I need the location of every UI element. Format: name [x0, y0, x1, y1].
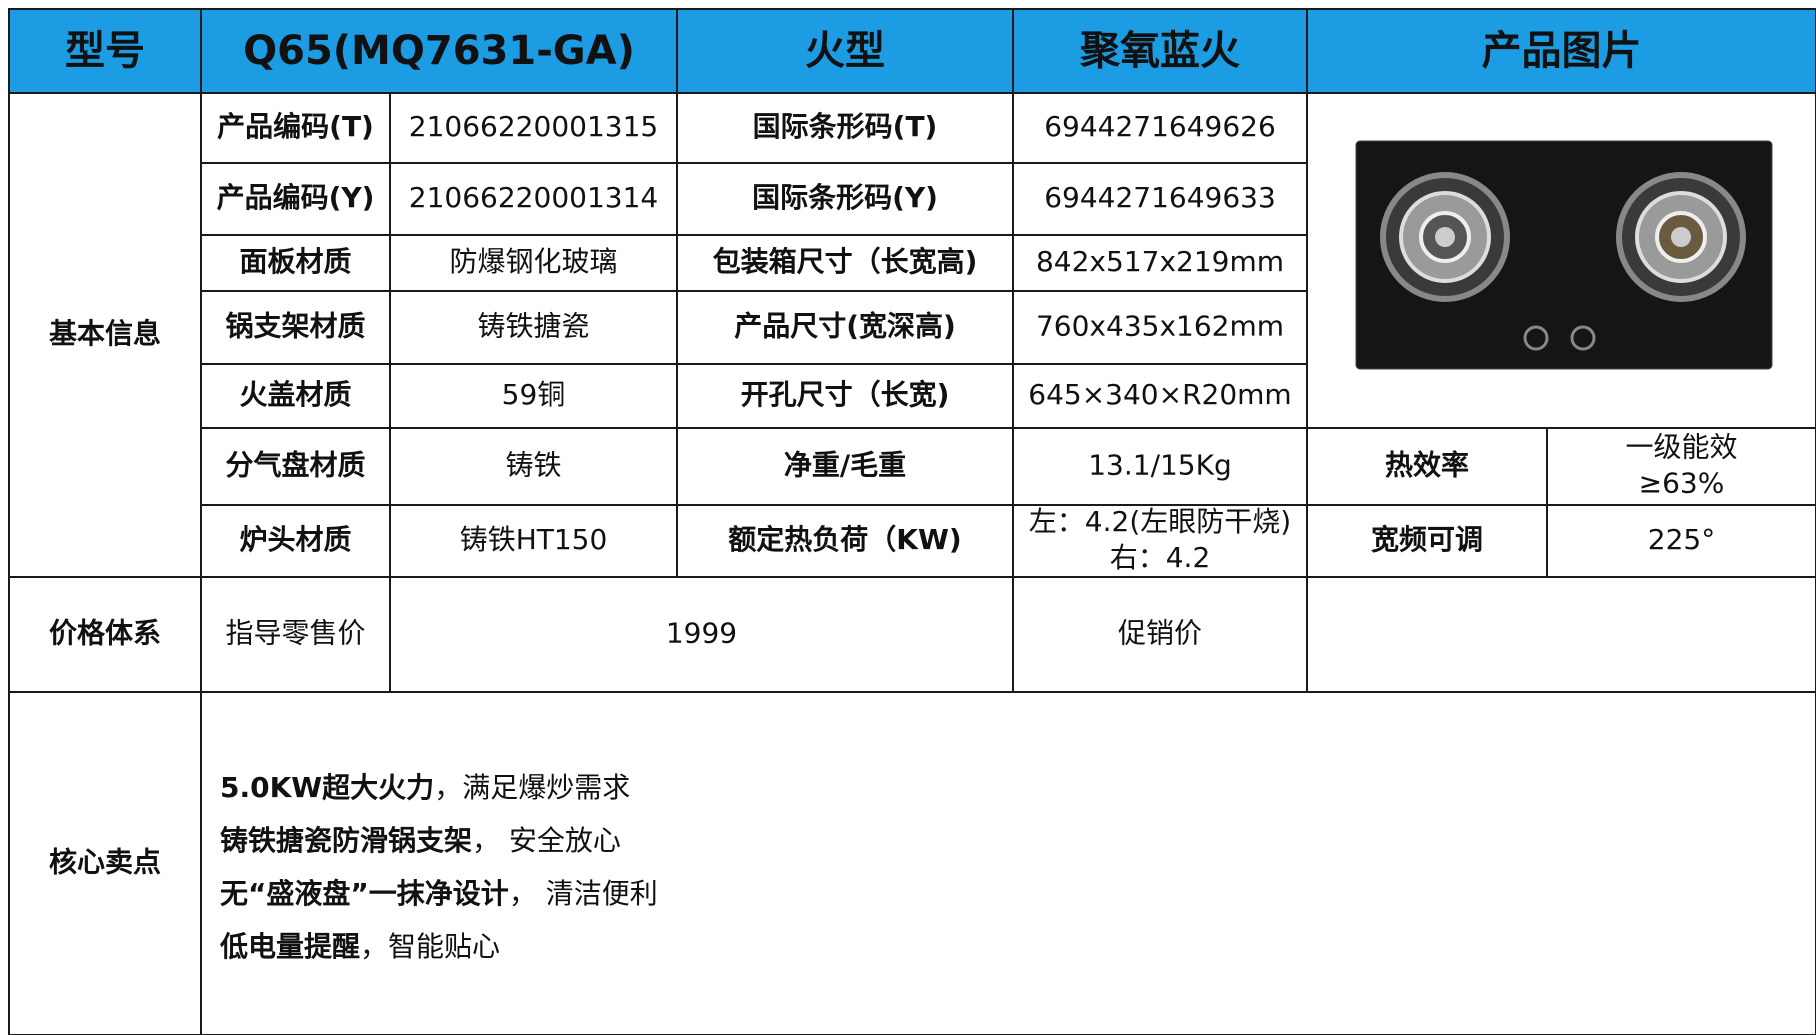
cell-text: 宽频可调 [1371, 523, 1483, 556]
cell-text: 1999 [666, 617, 737, 650]
table-cell [389, 290, 678, 365]
table-cell [200, 162, 391, 236]
table-cell [1546, 504, 1816, 578]
header-text: 火型 [805, 28, 885, 74]
selling-point: 5.0KW超大火力，满足爆炒需求 [220, 771, 630, 804]
cell-text: 13.1/15Kg [1088, 449, 1232, 482]
selling-point-text: ，满足爆炒需求 [434, 771, 630, 804]
table-cell [389, 427, 678, 506]
cell-text: 铸铁HT150 [460, 523, 608, 556]
cell-text: ≥63% [1639, 467, 1725, 500]
cell-text: 产品尺寸(宽深高) [734, 310, 956, 343]
cell-text: 225° [1648, 523, 1715, 556]
cell-text: 6944271649633 [1044, 181, 1276, 214]
table-cell [676, 8, 1014, 94]
selling-point-text: ， 安全放心 [472, 824, 621, 857]
cell-text: 产品编码(T) [217, 110, 374, 143]
table-cell [676, 162, 1014, 236]
table-cell [200, 92, 391, 164]
cell-text: 炉头材质 [239, 523, 351, 556]
cell-text: 国际条形码(Y) [752, 181, 938, 214]
cell-text: 842x517x219mm [1036, 245, 1284, 278]
table-cell [1012, 8, 1308, 94]
table-cell [200, 363, 391, 429]
table-cell [676, 363, 1014, 429]
table-cell [200, 8, 678, 94]
selling-point: 无“盛液盘”一抹净设计， 清洁便利 [220, 877, 658, 910]
cell-text: 6944271649626 [1044, 110, 1276, 143]
cell-text: 59铜 [502, 378, 566, 411]
table-cell [389, 162, 678, 236]
cell-text: 核心卖点 [49, 846, 161, 879]
header-text: Q65(MQ7631-GA) [243, 28, 635, 74]
table-cell [200, 427, 391, 506]
table-cell [676, 290, 1014, 365]
selling-point: 铸铁搪瓷防滑锅支架， 安全放心 [220, 824, 621, 857]
selling-point-bold: 5.0KW超大火力 [220, 771, 434, 804]
table-cell [8, 691, 202, 1035]
table-cell [8, 92, 202, 578]
table-cell [8, 8, 202, 94]
table-cell [1306, 504, 1548, 578]
cell-text: 铸铁 [505, 449, 561, 482]
cell-text: 面板材质 [239, 245, 351, 278]
cell-text: 包装箱尺寸（长宽高) [713, 245, 978, 278]
table-cell [1012, 427, 1308, 506]
cell-text: 760x435x162mm [1036, 310, 1284, 343]
table-cell [200, 691, 1816, 1035]
cell-text: 国际条形码(T) [753, 110, 938, 143]
table-cell [1306, 576, 1816, 693]
table-cell [1012, 92, 1308, 164]
table-cell [1012, 576, 1308, 693]
table-cell [676, 427, 1014, 506]
cell-text: 铸铁搪瓷 [477, 310, 589, 343]
cell-text: 21066220001314 [409, 181, 658, 214]
table-cell [1306, 8, 1816, 94]
cell-text: 价格体系 [49, 617, 161, 650]
table-cell [200, 290, 391, 365]
selling-point-text: ，智能贴心 [360, 930, 500, 963]
cell-text: 热效率 [1385, 449, 1469, 482]
cell-text: 645×340×R20mm [1028, 378, 1291, 411]
cell-text: 开孔尺寸（长宽) [741, 378, 950, 411]
table-cell [389, 576, 1014, 693]
cell-text: 指导零售价 [225, 617, 365, 650]
header-text: 产品图片 [1482, 28, 1642, 74]
selling-point-bold: 铸铁搪瓷防滑锅支架 [220, 824, 472, 857]
cell-text: 分气盘材质 [225, 449, 365, 482]
product-image [1355, 140, 1773, 370]
table-cell [676, 504, 1014, 578]
header-text: 聚氧蓝火 [1079, 28, 1240, 74]
selling-point: 低电量提醒，智能贴心 [219, 930, 500, 963]
cell-text: 基本信息 [49, 317, 161, 350]
header-text: 型号 [65, 28, 145, 74]
selling-point-bold: 无“盛液盘”一抹净设计 [220, 877, 509, 910]
cell-text: 净重/毛重 [784, 449, 906, 482]
cell-text: 右：4.2 [1110, 541, 1211, 574]
table-cell [200, 234, 391, 292]
selling-point-bold: 低电量提醒 [219, 930, 360, 963]
cell-text: 火盖材质 [239, 378, 351, 411]
cell-text: 锅支架材质 [225, 310, 365, 343]
table-cell [1012, 504, 1308, 578]
cell-text: 21066220001315 [409, 110, 658, 143]
cell-text: 产品编码(Y) [217, 181, 375, 214]
cell-text: 防爆钢化玻璃 [449, 245, 617, 278]
cell-text: 额定热负荷（KW) [728, 523, 961, 556]
table-cell [1012, 363, 1308, 429]
table-cell [389, 504, 678, 578]
cell-text: 一级能效 [1625, 431, 1737, 464]
cell-text: 左：4.2(左眼防干烧) [1029, 505, 1291, 538]
table-cell [8, 576, 202, 693]
cell-text: 促销价 [1118, 617, 1202, 650]
selling-point-text: ， 清洁便利 [509, 877, 658, 910]
